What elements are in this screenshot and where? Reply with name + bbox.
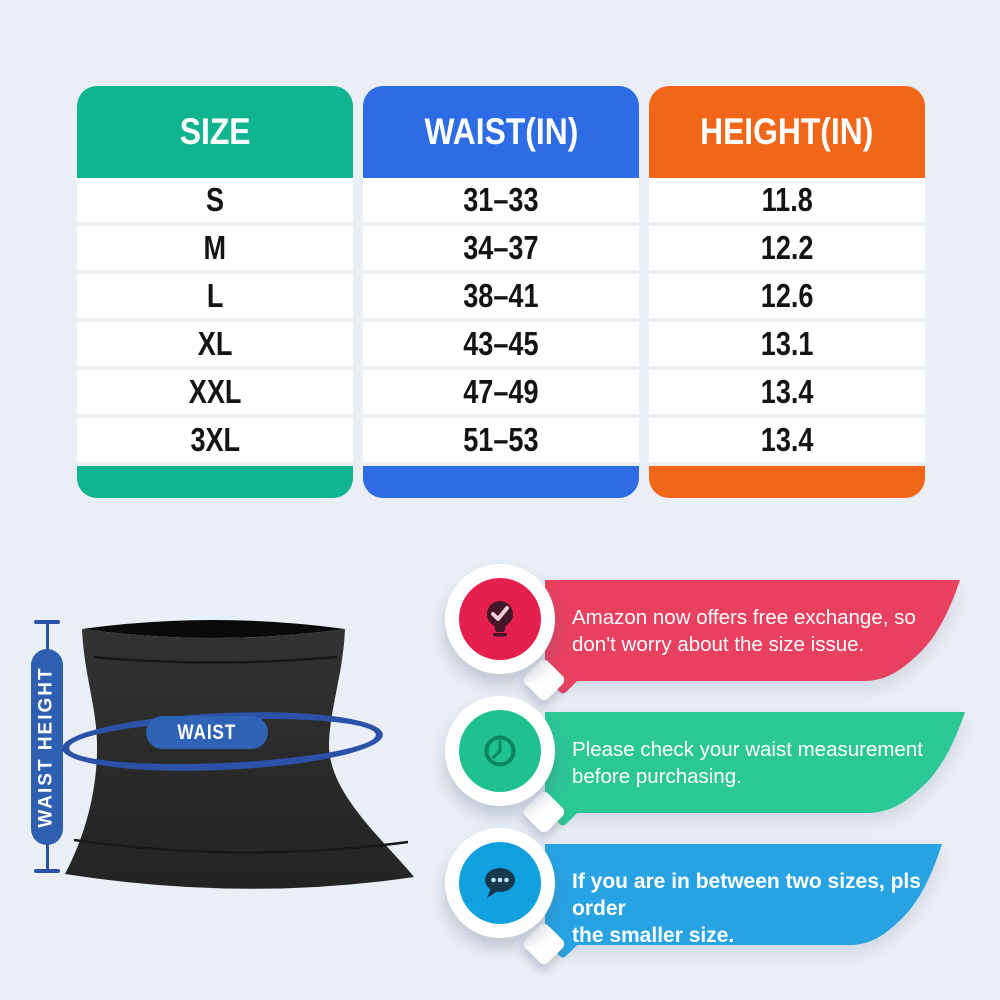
- callout-banner: [545, 580, 960, 681]
- callout-line: Amazon now offers free exchange, so: [572, 606, 916, 629]
- callout-line: Please check your waist measurement: [572, 738, 923, 761]
- waist-pill: WAIST: [146, 716, 268, 749]
- trainer-bottom-seam: [73, 838, 409, 854]
- callout-line: before purchasing.: [572, 765, 742, 788]
- column-header-label: SIZE: [179, 111, 251, 152]
- callout-between-sizes: If you are in between two sizes, pls ord…: [440, 828, 985, 979]
- size-cell: XL: [77, 322, 353, 366]
- waist-cell: 34–37: [363, 226, 639, 270]
- callout-banner: [545, 712, 965, 813]
- column-footer-waist: [363, 466, 639, 498]
- column-header-waist: WAIST(IN): [363, 86, 639, 178]
- callout-text: Amazon now offers free exchange, so don'…: [572, 604, 952, 658]
- size-chart-table: SIZE S M L XL XXL 3XL WAIST(IN) 31–33 34…: [77, 86, 925, 498]
- trainer-body: [65, 629, 414, 889]
- callout-line: the smaller size.: [572, 924, 735, 947]
- waist-trainer-illustration: [65, 620, 414, 889]
- waist-cell: 38–41: [363, 274, 639, 318]
- size-cell: S: [77, 178, 353, 222]
- callout-check-measurement: Please check your waist measurement befo…: [440, 696, 985, 847]
- waist-label: WAIST: [177, 720, 237, 744]
- column-footer-height: [649, 466, 925, 498]
- size-cell: 3XL: [77, 418, 353, 462]
- height-cell: 12.2: [649, 226, 925, 270]
- trainer-top-seam: [93, 655, 338, 664]
- waist-cell: 43–45: [363, 322, 639, 366]
- height-cell: 13.4: [649, 418, 925, 462]
- size-cell: XXL: [77, 370, 353, 414]
- height-column: HEIGHT(IN) 11.8 12.2 12.6 13.1 13.4 13.4: [649, 86, 925, 498]
- callout-line: If you are in between two sizes, pls ord…: [572, 870, 921, 920]
- measure-cap-top: [34, 620, 60, 624]
- measure-line-top: [46, 623, 49, 650]
- height-cell: 12.6: [649, 274, 925, 318]
- callout-text: If you are in between two sizes, pls ord…: [572, 868, 952, 949]
- column-header-label: HEIGHT(IN): [700, 111, 874, 152]
- clock-icon: [484, 735, 516, 767]
- measure-line-bottom: [46, 844, 49, 871]
- column-header-label: WAIST(IN): [424, 111, 578, 152]
- callout-free-exchange: Amazon now offers free exchange, so don'…: [440, 564, 985, 715]
- callout-line: don't worry about the size issue.: [572, 633, 865, 656]
- callout-text: Please check your waist measurement befo…: [572, 736, 952, 790]
- size-cell: L: [77, 274, 353, 318]
- trainer-opening: [82, 620, 345, 638]
- waist-height-pill: WAIST HEIGHT: [31, 649, 63, 845]
- chat-dots-icon: [485, 868, 515, 898]
- waist-height-label: WAIST HEIGHT: [36, 666, 58, 828]
- measure-cap-bottom: [34, 869, 60, 873]
- callout-banner: [545, 844, 942, 945]
- size-column: SIZE S M L XL XXL 3XL: [77, 86, 353, 498]
- waist-cell: 47–49: [363, 370, 639, 414]
- column-header-height: HEIGHT(IN): [649, 86, 925, 178]
- waist-column: WAIST(IN) 31–33 34–37 38–41 43–45 47–49 …: [363, 86, 639, 498]
- waist-cell: 51–53: [363, 418, 639, 462]
- size-cell: M: [77, 226, 353, 270]
- column-footer-size: [77, 466, 353, 498]
- height-cell: 11.8: [649, 178, 925, 222]
- waist-cell: 31–33: [363, 178, 639, 222]
- height-cell: 13.4: [649, 370, 925, 414]
- height-cell: 13.1: [649, 322, 925, 366]
- column-header-size: SIZE: [77, 86, 353, 178]
- lightbulb-check-icon: [487, 601, 513, 637]
